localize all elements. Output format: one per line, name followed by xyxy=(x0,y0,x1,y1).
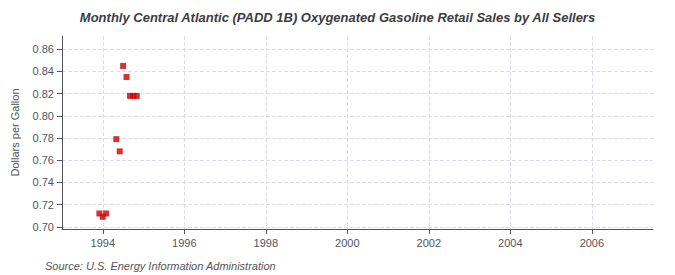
svg-text:2006: 2006 xyxy=(580,237,604,249)
svg-text:0.74: 0.74 xyxy=(33,176,54,188)
svg-text:2002: 2002 xyxy=(417,237,441,249)
svg-text:2004: 2004 xyxy=(498,237,522,249)
svg-text:0.84: 0.84 xyxy=(33,65,54,77)
svg-text:0.82: 0.82 xyxy=(33,88,54,100)
svg-text:0.80: 0.80 xyxy=(33,110,54,122)
svg-text:2000: 2000 xyxy=(335,237,359,249)
svg-text:Dollars per Gallon: Dollars per Gallon xyxy=(9,88,21,176)
svg-text:0.76: 0.76 xyxy=(33,154,54,166)
svg-text:1996: 1996 xyxy=(172,237,196,249)
svg-text:1994: 1994 xyxy=(91,237,115,249)
svg-text:1998: 1998 xyxy=(254,237,278,249)
svg-text:0.72: 0.72 xyxy=(33,199,54,211)
svg-text:0.86: 0.86 xyxy=(33,43,54,55)
svg-text:0.70: 0.70 xyxy=(33,221,54,233)
svg-text:Monthly Central Atlantic (PADD: Monthly Central Atlantic (PADD 1B) Oxyge… xyxy=(80,10,595,25)
svg-text:Source: U.S. Energy Informatio: Source: U.S. Energy Information Administ… xyxy=(45,260,276,272)
svg-text:0.78: 0.78 xyxy=(33,132,54,144)
